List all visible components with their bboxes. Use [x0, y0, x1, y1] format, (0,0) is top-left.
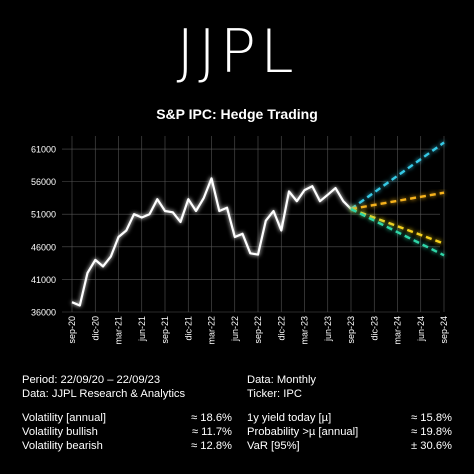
x-tick-label: dic-22 — [276, 316, 286, 341]
stat-value: ≈ 18.6% — [191, 412, 232, 424]
x-tick-label: mar-23 — [300, 316, 310, 345]
y-tick-label: 61000 — [31, 145, 56, 155]
stat-value: ≈ 19.8% — [411, 426, 452, 438]
series-layer — [71, 141, 445, 307]
x-tick-label: sep-23 — [346, 316, 356, 344]
x-tick-label: sep-24 — [439, 316, 449, 344]
forecast-line-mid-low — [350, 207, 445, 245]
y-axis-ticks: 61000 56000 51000 46000 41000 36000 — [31, 145, 56, 318]
x-tick-label: sep-21 — [160, 316, 170, 344]
line-chart: 61000 56000 51000 46000 41000 36000 sep-20 dic… — [31, 136, 449, 345]
chart-title: S&P IPC: Hedge Trading — [156, 106, 318, 122]
brand-logo: JJPL — [176, 17, 298, 87]
x-tick-label: sep-22 — [253, 316, 263, 344]
x-tick-label: dic-20 — [90, 316, 100, 341]
x-tick-label: mar-21 — [114, 316, 124, 345]
x-tick-label: jun-22 — [230, 316, 240, 342]
stat-label: 1y yield today [µ] — [247, 412, 332, 424]
grid-layer — [62, 136, 445, 313]
x-tick-label: jun-21 — [137, 316, 147, 342]
x-tick-label: jun-23 — [323, 316, 333, 342]
info-data-frequency: Data: Monthly — [247, 374, 317, 386]
x-tick-label: mar-22 — [207, 316, 217, 345]
forecast-line-low — [350, 207, 445, 257]
stat-label: Volatility bullish — [22, 426, 98, 438]
price-series-line — [71, 177, 352, 307]
x-tick-label: dic-21 — [183, 316, 193, 341]
y-tick-label: 51000 — [31, 210, 56, 220]
x-tick-label: dic-23 — [369, 316, 379, 341]
y-tick-label: 46000 — [31, 242, 56, 252]
x-tick-label: sep-20 — [67, 316, 77, 344]
stat-value: ± 30.6% — [411, 440, 452, 452]
x-tick-label: mar-24 — [393, 316, 403, 345]
stat-value: ≈ 15.8% — [411, 412, 452, 424]
stat-value: ≈ 11.7% — [191, 426, 232, 438]
y-tick-label: 41000 — [31, 275, 56, 285]
y-tick-label: 56000 — [31, 177, 56, 187]
x-axis-ticks: sep-20 dic-20 mar-21 jun-21 sep-21 dic-21 mar-… — [67, 316, 449, 345]
stat-label: Probability >µ [annual] — [247, 426, 359, 438]
info-ticker: Ticker: IPC — [247, 388, 302, 400]
stat-value: ≈ 12.8% — [191, 440, 232, 452]
info-data-source: Data: JJPL Research & Analytics — [22, 388, 186, 400]
forecast-line-high — [350, 141, 445, 210]
x-tick-label: jun-24 — [416, 316, 426, 342]
forecast-line-mid-high — [350, 191, 445, 211]
info-period: Period: 22/09/20 – 22/09/23 — [22, 374, 161, 386]
y-tick-label: 36000 — [31, 308, 56, 318]
stat-label: Volatility bearish — [22, 440, 103, 452]
stat-label: Volatility [annual] — [22, 412, 106, 424]
stat-label: VaR [95%] — [247, 440, 300, 452]
